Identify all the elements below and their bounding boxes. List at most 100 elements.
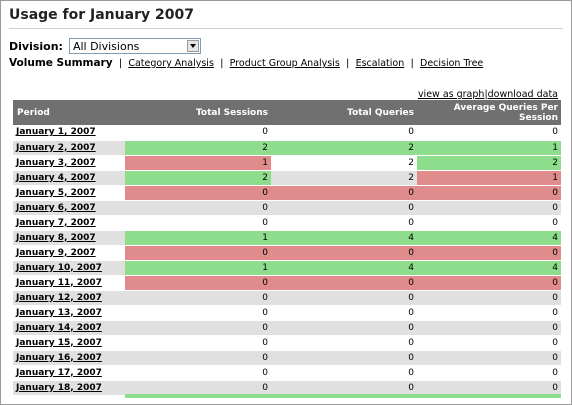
period-link[interactable]: January 10, 2007 xyxy=(13,260,125,276)
total-sessions-cell: 0 xyxy=(125,215,271,231)
average-queries-cell: 0 xyxy=(417,200,561,216)
division-selected-value: All Divisions xyxy=(72,39,140,53)
nav-link-product-group-analysis[interactable]: Product Group Analysis xyxy=(229,58,340,69)
table-row: January 13, 2007 0 0 0 xyxy=(13,305,561,321)
table-row: January 3, 2007 1 2 2 xyxy=(13,155,561,171)
table-row: January 16, 2007 0 0 0 xyxy=(13,350,561,366)
average-queries-cell: 1 xyxy=(417,140,561,156)
nav-separator: | xyxy=(410,58,414,69)
total-sessions-cell: 0 xyxy=(125,380,271,396)
total-queries-cell: 0 xyxy=(271,305,417,321)
total-sessions-cell: 0 xyxy=(125,305,271,321)
table-row: January 11, 2007 0 0 0 xyxy=(13,275,561,291)
nav-link-decision-tree[interactable]: Decision Tree xyxy=(420,58,484,69)
total-sessions-cell: 0 xyxy=(125,200,271,216)
column-header-total-sessions[interactable]: Total Sessions xyxy=(125,100,271,125)
average-queries-cell: 0 xyxy=(417,125,561,141)
total-sessions-cell: 2 xyxy=(125,170,271,186)
column-header-total-queries[interactable]: Total Queries xyxy=(271,100,417,125)
period-link[interactable]: January 7, 2007 xyxy=(13,215,125,231)
period-link[interactable]: January 2, 2007 xyxy=(13,140,125,156)
period-link[interactable]: January 3, 2007 xyxy=(13,155,125,171)
table-row: January 12, 2007 0 0 0 xyxy=(13,290,561,306)
total-queries-cell: 2 xyxy=(271,155,417,171)
table-row: January 1, 2007 0 0 0 xyxy=(13,125,561,141)
total-queries-cell: 2 xyxy=(271,140,417,156)
division-label: Division: xyxy=(9,39,63,53)
view-as-graph-link[interactable]: view as graph xyxy=(417,89,485,100)
division-filter: Division: All Divisions xyxy=(9,38,201,54)
period-link[interactable]: January 18, 2007 xyxy=(13,380,125,396)
total-queries-cell: 0 xyxy=(271,350,417,366)
table-row: January 6, 2007 0 0 0 xyxy=(13,200,561,216)
period-link[interactable]: January 12, 2007 xyxy=(13,290,125,306)
division-select[interactable]: All Divisions xyxy=(68,38,201,54)
total-sessions-cell: 0 xyxy=(125,245,271,261)
table-row: January 2, 2007 2 2 1 xyxy=(13,140,561,156)
total-queries-cell: 0 xyxy=(271,185,417,201)
table-row: January 17, 2007 0 0 0 xyxy=(13,365,561,381)
table-row: January 14, 2007 0 0 0 xyxy=(13,320,561,336)
total-sessions-cell: 1 xyxy=(125,230,271,246)
table-row: January 8, 2007 1 4 4 xyxy=(13,230,561,246)
total-sessions-cell: 0 xyxy=(125,350,271,366)
average-queries-cell: 0 xyxy=(417,320,561,336)
average-queries-cell: 0 xyxy=(417,350,561,366)
download-data-link[interactable]: download data xyxy=(487,89,558,100)
average-queries-cell: 0 xyxy=(417,380,561,396)
total-queries-cell: 0 xyxy=(271,125,417,141)
nav-link-escalation[interactable]: Escalation xyxy=(355,58,405,69)
period-link[interactable]: January 5, 2007 xyxy=(13,185,125,201)
period-link[interactable]: January 14, 2007 xyxy=(13,320,125,336)
total-queries-cell: 0 xyxy=(271,365,417,381)
nav-separator: | xyxy=(118,58,123,69)
period-link[interactable]: January 13, 2007 xyxy=(13,305,125,321)
total-sessions-cell: 0 xyxy=(125,275,271,291)
total-sessions-cell: 0 xyxy=(125,185,271,201)
average-queries-cell: 2 xyxy=(417,155,561,171)
average-queries-cell: 0 xyxy=(417,275,561,291)
period-link[interactable]: January 16, 2007 xyxy=(13,350,125,366)
nav-separator: | xyxy=(346,58,350,69)
period-link[interactable]: January 11, 2007 xyxy=(13,275,125,291)
average-queries-cell: 0 xyxy=(417,365,561,381)
period-link[interactable]: January 15, 2007 xyxy=(13,335,125,351)
dropdown-arrow-icon[interactable] xyxy=(186,40,199,52)
table-body: January 1, 2007 0 0 0 January 2, 2007 2 2 1 Janu… xyxy=(13,125,561,396)
table-actions: view as graph|download data xyxy=(418,89,558,100)
nav-separator: | xyxy=(220,58,224,69)
action-separator: | xyxy=(484,89,488,100)
table-row: January 10, 2007 1 4 4 xyxy=(13,260,561,276)
column-header-period[interactable]: Period xyxy=(13,100,125,125)
total-queries-cell: 0 xyxy=(271,290,417,306)
period-link[interactable]: January 6, 2007 xyxy=(13,200,125,216)
average-queries-cell: 4 xyxy=(417,230,561,246)
total-queries-cell: 0 xyxy=(271,380,417,396)
nav-current-volume-summary: Volume Summary xyxy=(9,57,113,69)
period-link[interactable]: January 8, 2007 xyxy=(13,230,125,246)
average-queries-cell: 0 xyxy=(417,215,561,231)
period-link[interactable]: January 17, 2007 xyxy=(13,365,125,381)
total-sessions-cell: 2 xyxy=(125,140,271,156)
total-queries-cell: 0 xyxy=(271,320,417,336)
total-sessions-cell: 1 xyxy=(125,260,271,276)
average-queries-cell: 1 xyxy=(417,170,561,186)
page-title: Usage for January 2007 xyxy=(9,7,194,23)
table-row: January 5, 2007 0 0 0 xyxy=(13,185,561,201)
next-row-partial xyxy=(125,394,561,398)
period-link[interactable]: January 9, 2007 xyxy=(13,245,125,261)
total-queries-cell: 0 xyxy=(271,245,417,261)
nav-link-category-analysis[interactable]: Category Analysis xyxy=(128,58,214,69)
total-queries-cell: 4 xyxy=(271,230,417,246)
total-sessions-cell: 0 xyxy=(125,290,271,306)
total-sessions-cell: 0 xyxy=(125,335,271,351)
total-queries-cell: 0 xyxy=(271,275,417,291)
column-header-average-queries[interactable]: Average Queries Per Session xyxy=(417,100,561,125)
average-queries-cell: 0 xyxy=(417,245,561,261)
total-queries-cell: 0 xyxy=(271,335,417,351)
period-link[interactable]: January 4, 2007 xyxy=(13,170,125,186)
total-queries-cell: 4 xyxy=(271,260,417,276)
average-queries-cell: 0 xyxy=(417,185,561,201)
period-link[interactable]: January 1, 2007 xyxy=(13,125,125,141)
